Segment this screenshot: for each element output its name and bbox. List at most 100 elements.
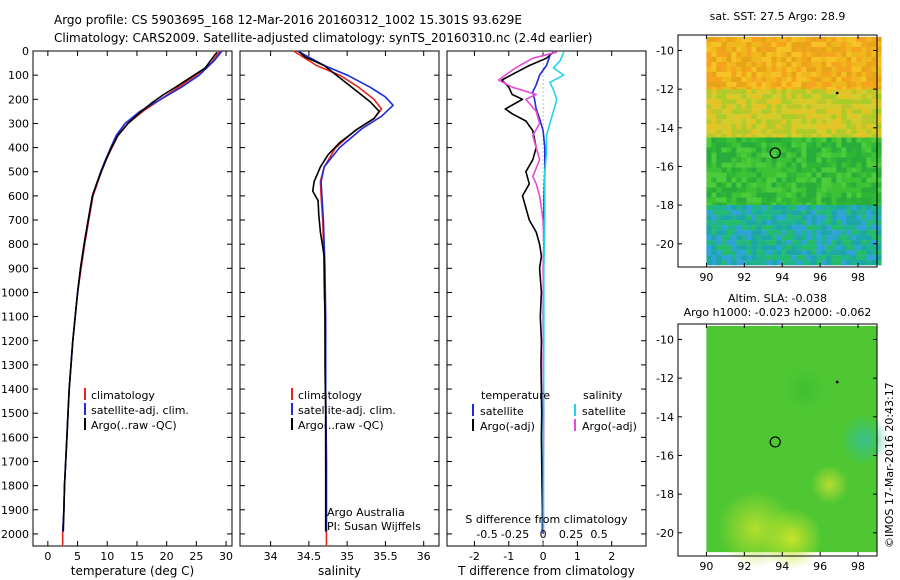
sst-pixel — [751, 137, 757, 143]
sst-pixel — [711, 94, 717, 100]
sst-pixel — [781, 192, 787, 198]
sst-pixel — [871, 142, 877, 148]
sst-pixel — [791, 51, 797, 58]
sst-pixel — [776, 36, 782, 43]
map-y-tick-label: -10 — [656, 333, 674, 346]
map-x-tick-label: 96 — [813, 271, 827, 284]
sst-pixel — [746, 215, 752, 221]
sst-pixel — [726, 89, 732, 95]
sst-pixel — [711, 129, 717, 135]
sst-pixel — [836, 157, 842, 163]
sst-pixel — [761, 56, 767, 63]
sst-pixel — [806, 41, 812, 48]
sst-pixel — [721, 114, 727, 120]
sst-pixel — [871, 235, 877, 241]
sst-pixel — [821, 46, 827, 53]
sst-pixel — [796, 245, 802, 251]
sst-pixel — [816, 152, 822, 158]
series-line-2 — [299, 51, 381, 532]
sst-pixel — [826, 177, 832, 183]
sst-pixel — [746, 192, 752, 198]
sst-pixel — [781, 235, 787, 241]
sst-pixel — [736, 225, 742, 231]
sst-pixel — [856, 61, 862, 68]
sst-pixel — [876, 255, 882, 261]
sst-pixel — [706, 240, 712, 246]
sst-pixel — [866, 230, 872, 236]
sst-pixel — [826, 250, 832, 256]
sst-pixel — [716, 134, 722, 140]
sst-pixel — [811, 71, 817, 78]
sst-pixel — [816, 114, 822, 120]
sst-pixel — [801, 235, 807, 241]
sst-pixel — [786, 255, 792, 261]
sst-pixel — [811, 142, 817, 148]
sst-pixel — [716, 114, 722, 120]
sst-pixel — [786, 235, 792, 241]
sst-pixel — [731, 245, 737, 251]
sst-pixel — [796, 260, 802, 266]
sst-pixel — [756, 172, 762, 178]
sst-pixel — [836, 76, 842, 83]
sst-pixel — [791, 94, 797, 100]
sst-pixel — [811, 76, 817, 83]
sst-pixel — [761, 109, 767, 115]
sst-pixel — [781, 187, 787, 193]
sst-pixel — [846, 260, 852, 266]
sst-pixel — [736, 157, 742, 163]
sst-pixel — [851, 114, 857, 120]
sst-pixel — [801, 89, 807, 95]
sst-pixel — [731, 210, 737, 216]
sst-pixel — [851, 81, 857, 88]
sst-pixel — [836, 41, 842, 48]
sst-pixel — [856, 177, 862, 183]
sst-pixel — [836, 250, 842, 256]
sst-pixel — [831, 61, 837, 68]
imos-watermark: ©IMOS 17-Mar-2016 20:43:17 — [883, 382, 896, 548]
sst-pixel — [711, 230, 717, 236]
map-y-tick-label: -16 — [656, 449, 674, 462]
sst-pixel — [791, 177, 797, 183]
sst-pixel — [791, 162, 797, 168]
sst-pixel — [746, 114, 752, 120]
sst-pixel — [771, 220, 777, 226]
sst-pixel — [706, 94, 712, 100]
sst-pixel — [706, 66, 712, 73]
sst-pixel — [866, 210, 872, 216]
sst-pixel — [816, 255, 822, 261]
sst-pixel — [811, 41, 817, 48]
sst-pixel — [876, 81, 882, 88]
sst-pixel — [836, 220, 842, 226]
sst-pixel — [711, 245, 717, 251]
sst-pixel — [806, 215, 812, 221]
legend-entry: Argo(-adj) — [582, 420, 637, 433]
sst-pixel — [801, 124, 807, 130]
sla-blob — [761, 507, 823, 570]
map-frame — [677, 323, 878, 557]
sst-pixel — [786, 147, 792, 153]
sst-pixel — [836, 56, 842, 63]
sst-pixel — [796, 104, 802, 110]
sst-pixel — [761, 66, 767, 73]
sst-pixel — [861, 147, 867, 153]
sst-pixel — [731, 81, 737, 88]
sst-pixel — [706, 147, 712, 153]
sst-pixel — [731, 119, 737, 125]
sst-pixel — [871, 94, 877, 100]
sst-pixel — [771, 81, 777, 88]
sst-pixel — [821, 240, 827, 246]
sst-pixel — [826, 124, 832, 130]
sst-pixel — [771, 182, 777, 188]
sst-pixel — [776, 230, 782, 236]
sst-pixel — [726, 205, 732, 211]
sst-pixel — [716, 172, 722, 178]
sst-pixel — [766, 182, 772, 188]
x-tick-label: 30 — [219, 550, 233, 563]
series-line-2 — [542, 51, 565, 532]
sst-pixel — [851, 142, 857, 148]
sst-pixel — [831, 104, 837, 110]
header-line-1: Argo profile: CS 5903695_168 12-Mar-2016… — [54, 13, 522, 27]
sst-pixel — [856, 260, 862, 266]
sst-pixel — [761, 71, 767, 78]
sst-pixel — [746, 157, 752, 163]
